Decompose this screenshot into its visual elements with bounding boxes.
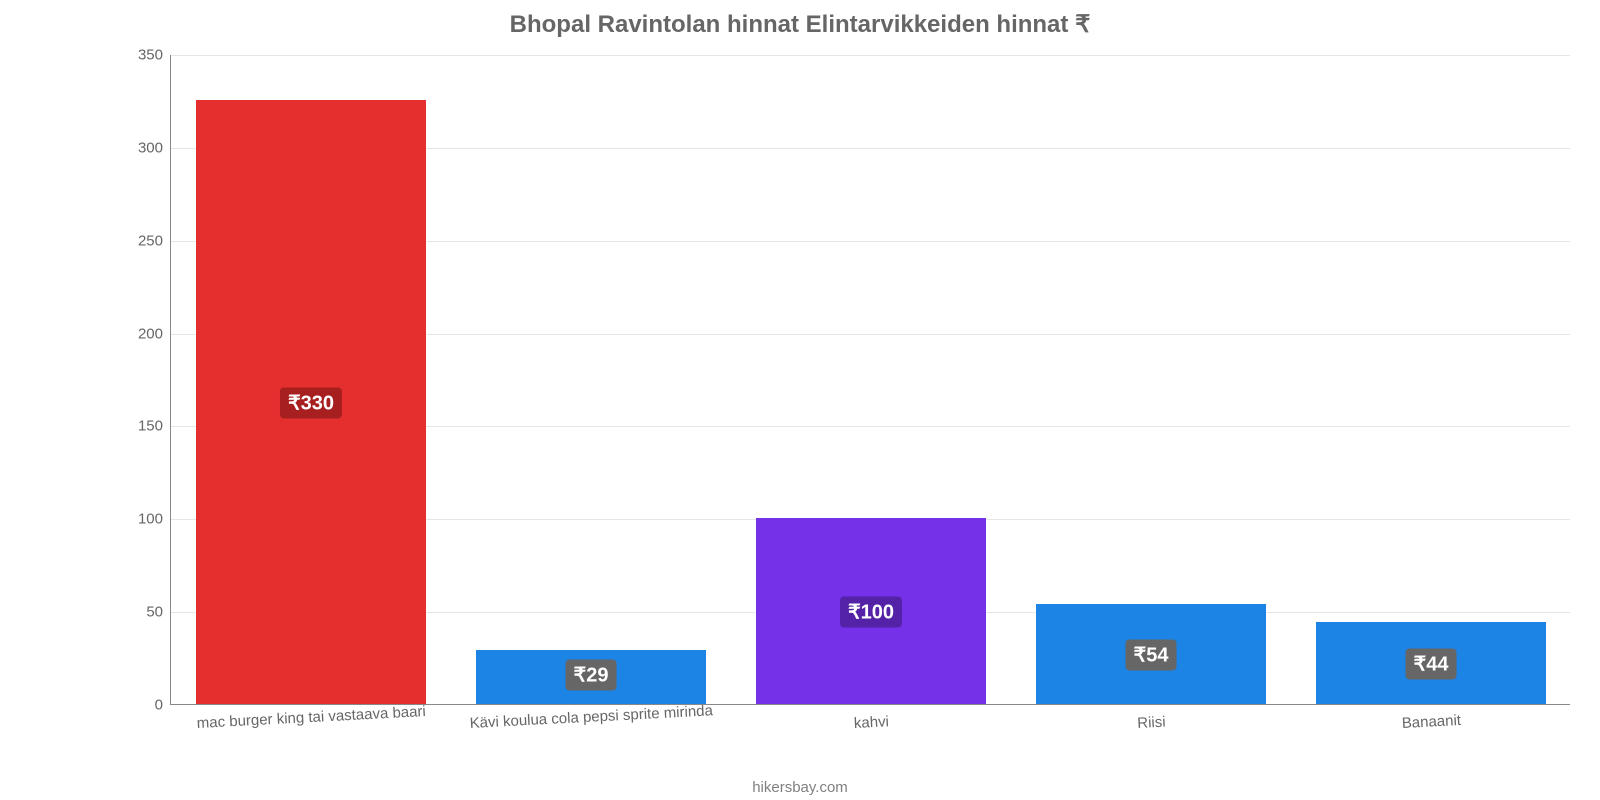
value-badge: ₹330	[280, 388, 342, 419]
ytick-label: 200	[138, 325, 171, 342]
ytick-label: 150	[138, 418, 171, 435]
xtick-label: Riisi	[1137, 714, 1166, 732]
chart-title: Bhopal Ravintolan hinnat Elintarvikkeide…	[0, 10, 1600, 39]
price-bar-chart: Bhopal Ravintolan hinnat Elintarvikkeide…	[0, 0, 1600, 800]
attribution-label: hikersbay.com	[0, 779, 1600, 796]
ytick-label: 300	[138, 139, 171, 156]
xtick-label: Banaanit	[1401, 712, 1461, 732]
ytick-label: 250	[138, 232, 171, 249]
ytick-label: 350	[138, 47, 171, 64]
value-badge: ₹54	[1126, 639, 1177, 670]
ytick-label: 50	[146, 604, 171, 621]
value-badge: ₹100	[840, 597, 902, 628]
value-badge: ₹29	[566, 660, 617, 691]
xtick-label: mac burger king tai vastaava baari	[196, 703, 426, 732]
xtick-label: Kävi koulua cola pepsi sprite mirinda	[469, 702, 713, 732]
gridline	[171, 55, 1570, 56]
value-badge: ₹44	[1406, 649, 1457, 680]
xtick-label: kahvi	[853, 713, 889, 732]
plot-area: 050100150200250300350₹330mac burger king…	[170, 55, 1570, 705]
ytick-label: 0	[155, 697, 171, 714]
ytick-label: 100	[138, 511, 171, 528]
